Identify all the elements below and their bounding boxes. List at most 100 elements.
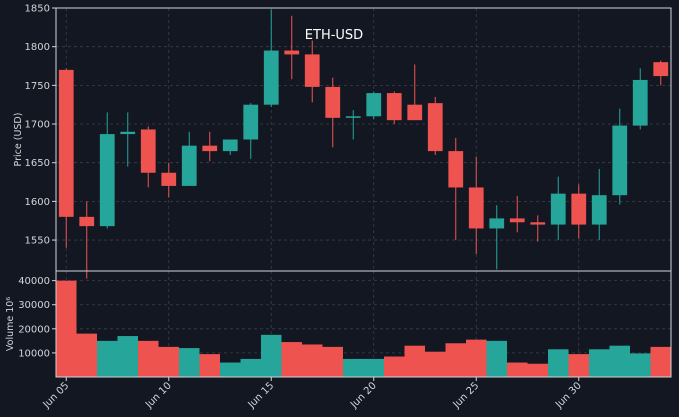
- volume-bar: [650, 346, 671, 377]
- candle: [366, 91, 382, 120]
- volume-bar: [609, 345, 630, 377]
- volume-bar: [97, 340, 118, 377]
- volume-bar: [589, 349, 610, 377]
- volume-bars: [56, 280, 671, 377]
- candle-body: [612, 125, 628, 196]
- volume-bar: [425, 351, 446, 377]
- volume-axis-title: Volume 10⁶: [5, 297, 16, 351]
- price-tick-label: 1850: [25, 4, 50, 15]
- candle: [161, 162, 177, 198]
- candle-body: [632, 79, 648, 126]
- volume-bar: [158, 346, 179, 377]
- candle-body: [284, 50, 300, 55]
- volume-bar: [507, 362, 528, 377]
- candle: [202, 131, 218, 162]
- candle-body: [202, 145, 218, 152]
- candle: [427, 96, 443, 155]
- price-y-ticks: 1550 1600 1650 1700 1750 1800 1850: [25, 4, 56, 247]
- candle: [632, 68, 648, 130]
- candle: [120, 112, 136, 167]
- volume-bar: [445, 343, 466, 377]
- candle-body: [386, 93, 402, 121]
- candle: [304, 40, 320, 103]
- volume-bar: [179, 348, 200, 377]
- candle: [489, 205, 505, 270]
- candle: [448, 137, 464, 241]
- x-tick-label: Jun 15: [246, 380, 277, 411]
- candle-body: [120, 131, 136, 135]
- volume-bar: [466, 339, 487, 377]
- volume-y-ticks: 10000 20000 30000 40000: [18, 276, 56, 359]
- candle-body: [571, 193, 587, 225]
- candle: [140, 126, 156, 188]
- candle-body: [263, 50, 279, 105]
- candle: [468, 156, 484, 254]
- volume-bar: [281, 342, 302, 377]
- candle-body: [653, 62, 669, 77]
- x-tick-label: Jun 05: [41, 380, 72, 411]
- candle: [284, 15, 300, 80]
- candle: [591, 168, 607, 241]
- candle: [550, 176, 566, 241]
- candle: [58, 68, 74, 248]
- candle: [386, 91, 402, 125]
- candle-body: [161, 172, 177, 186]
- volume-tick-label: 10000: [18, 348, 50, 359]
- candle-body: [489, 218, 505, 229]
- volume-bar: [384, 356, 405, 377]
- candle-body: [530, 222, 546, 225]
- volume-bar: [302, 344, 323, 377]
- x-tick-label: Jun 30: [553, 380, 584, 411]
- candle-body: [550, 193, 566, 225]
- x-tick-label: Jun 10: [143, 380, 174, 411]
- volume-bar: [343, 358, 364, 377]
- volume-bar: [630, 353, 651, 377]
- price-tick-label: 1700: [25, 120, 50, 131]
- price-tick-label: 1750: [25, 81, 50, 92]
- candle: [612, 108, 628, 205]
- candle: [222, 139, 238, 155]
- candle-body: [325, 86, 341, 118]
- volume-bar: [240, 358, 261, 377]
- candle: [345, 110, 361, 140]
- chart-title: ETH-USD: [305, 28, 363, 43]
- candle-body: [427, 103, 443, 152]
- candle-body: [304, 54, 320, 87]
- candle-body: [79, 216, 95, 227]
- volume-bar: [117, 336, 138, 377]
- price-tick-label: 1550: [25, 236, 50, 247]
- volume-tick-label: 20000: [18, 324, 50, 335]
- candle-body: [366, 93, 382, 117]
- candle: [653, 60, 669, 86]
- candle: [325, 77, 341, 148]
- candle-body: [468, 187, 484, 229]
- candle-body: [345, 116, 361, 118]
- price-candles: [58, 9, 669, 279]
- x-tick-label: Jun 25: [451, 380, 482, 411]
- volume-bar: [199, 354, 220, 377]
- volume-bar: [404, 345, 425, 377]
- price-axis-title: Price (USD): [13, 113, 24, 167]
- candle: [509, 195, 525, 233]
- x-ticks: Jun 05 Jun 10 Jun 15 Jun 20 Jun 25 Jun 30: [41, 377, 584, 411]
- volume-bar: [322, 346, 343, 377]
- candle-body: [243, 104, 259, 140]
- candle-body: [591, 195, 607, 225]
- candle-body: [181, 145, 197, 186]
- volume-bar: [568, 354, 589, 377]
- volume-bar: [363, 358, 384, 377]
- candle-body: [99, 134, 115, 227]
- candle-body: [140, 129, 156, 173]
- price-tick-label: 1600: [25, 197, 50, 208]
- volume-bar: [76, 333, 97, 377]
- price-tick-label: 1650: [25, 158, 50, 169]
- volume-bar: [56, 280, 77, 377]
- candle: [407, 64, 423, 121]
- volume-bar: [486, 340, 507, 377]
- candle-body: [448, 151, 464, 188]
- candle: [571, 184, 587, 239]
- volume-bar: [138, 340, 159, 377]
- volume-bar: [261, 334, 282, 377]
- candle: [263, 9, 279, 108]
